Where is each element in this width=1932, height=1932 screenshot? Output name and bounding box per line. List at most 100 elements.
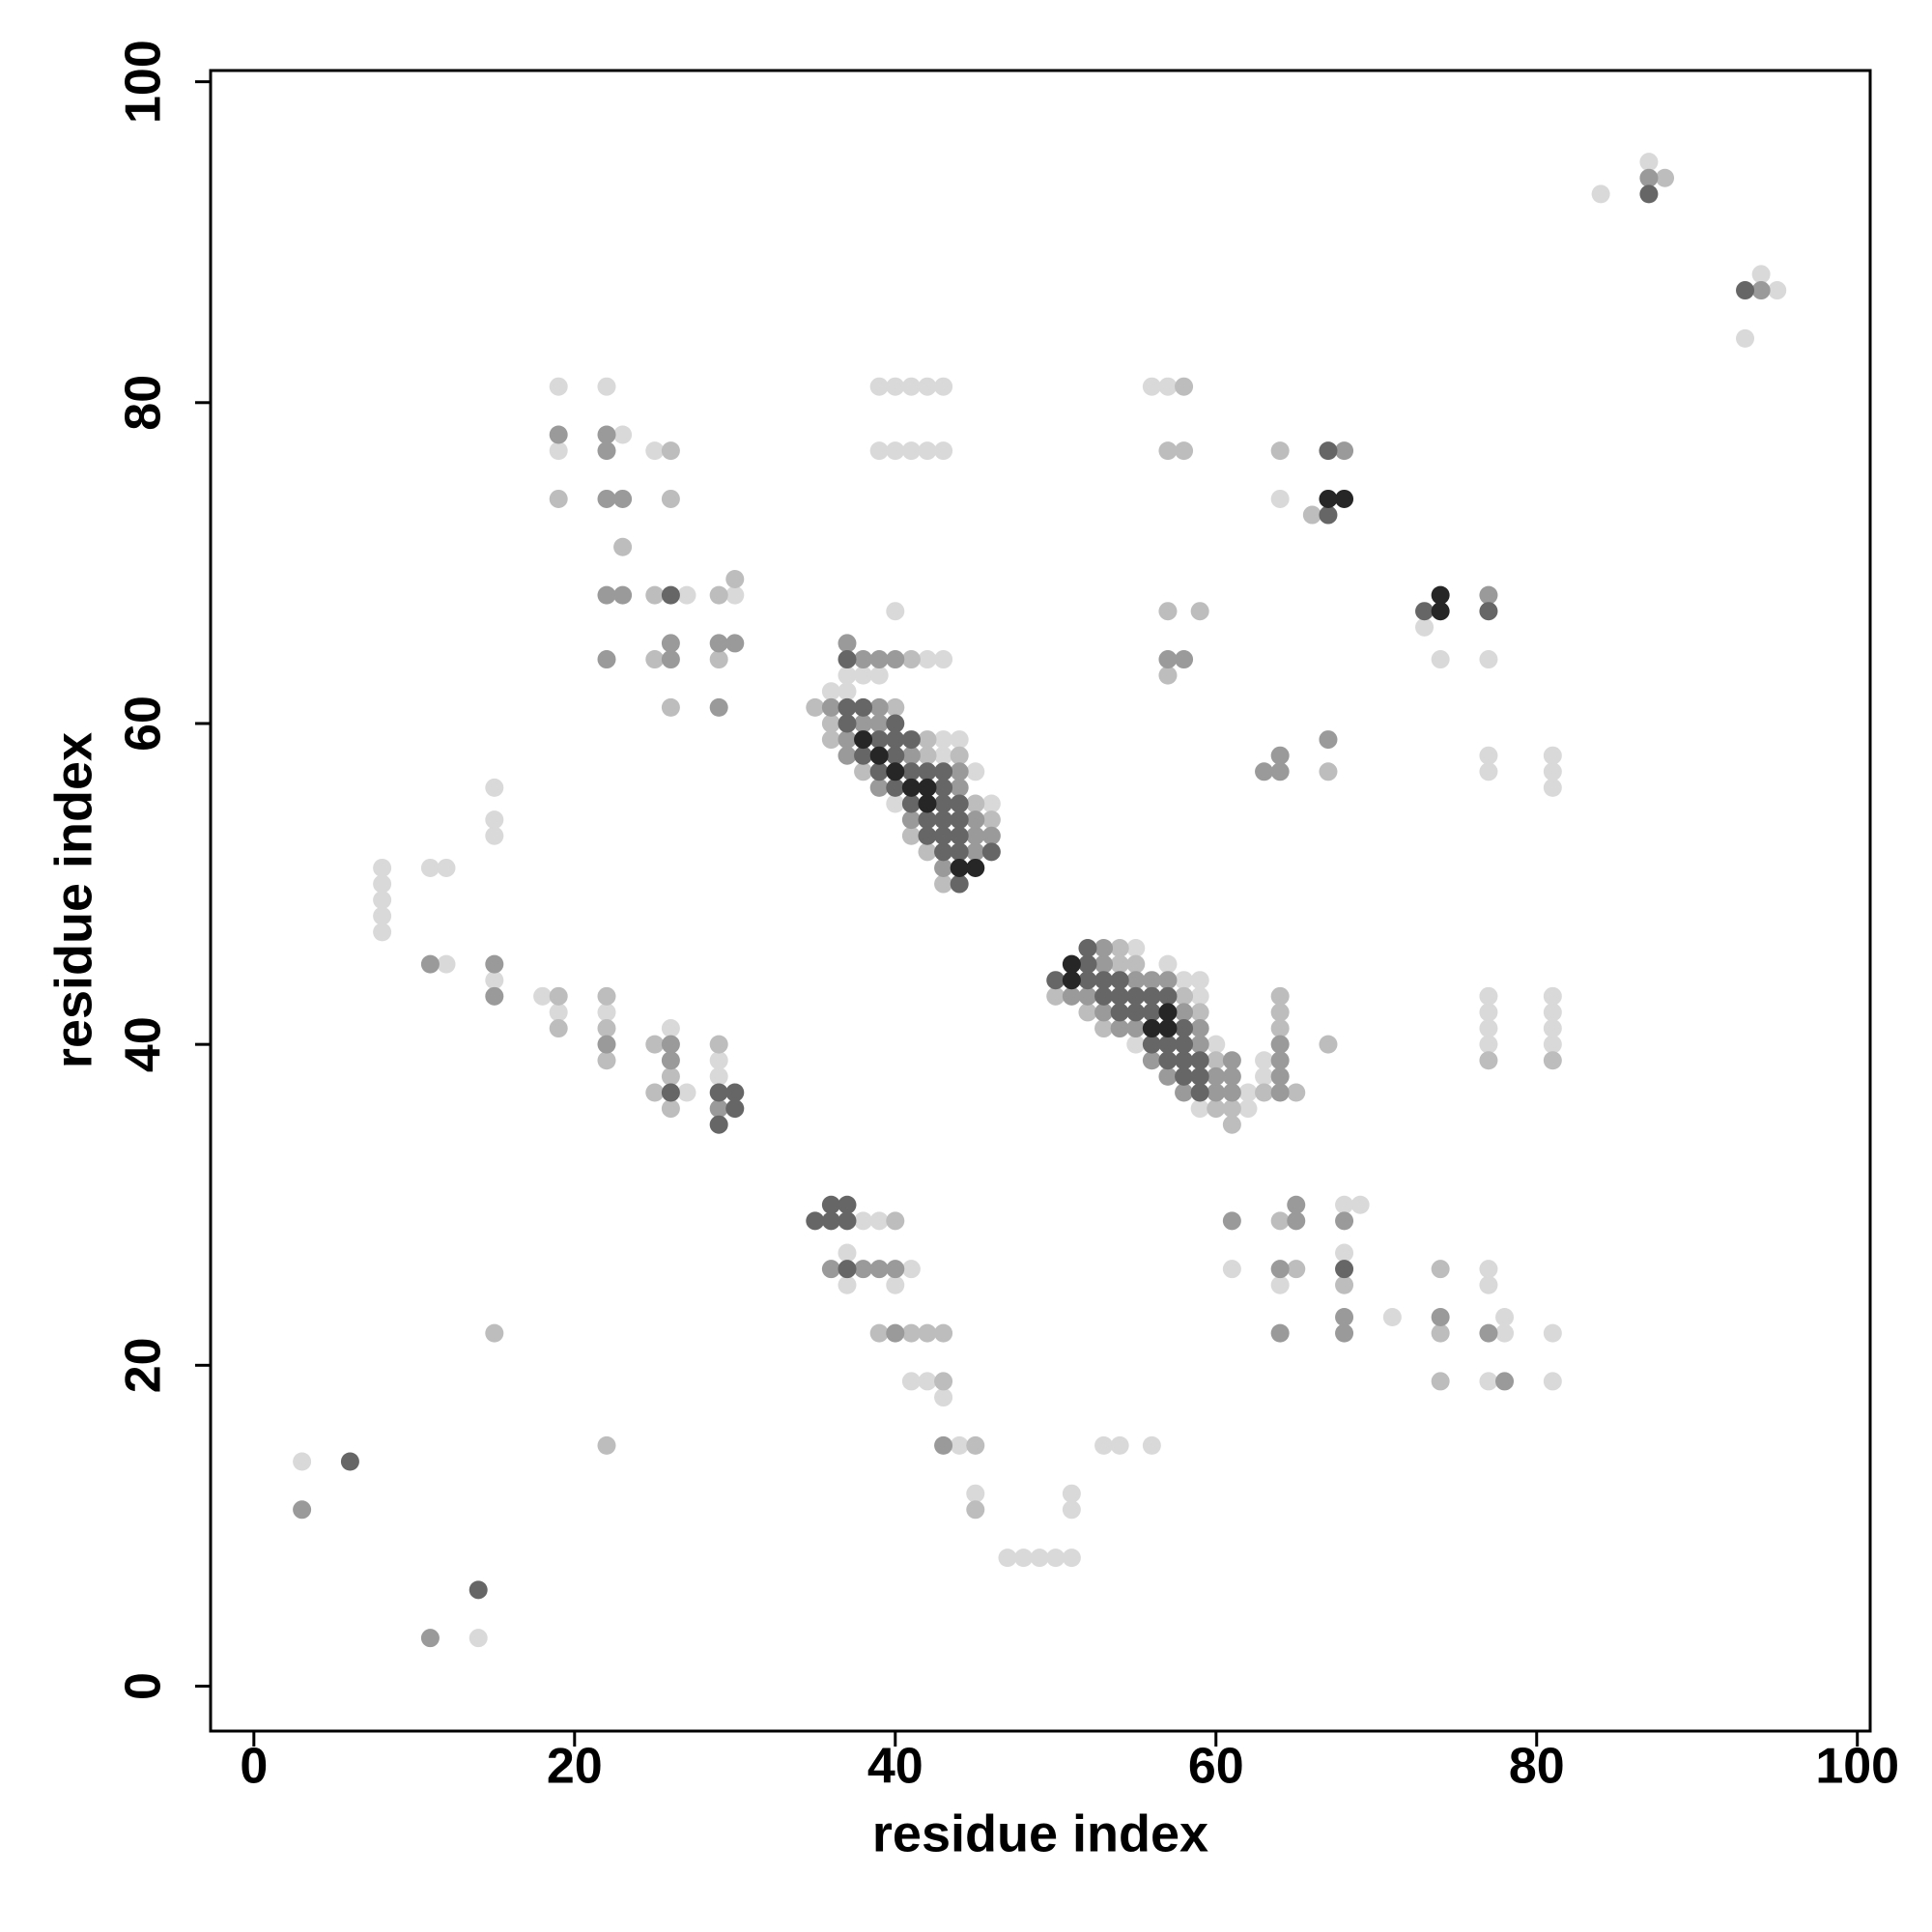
contact-point — [1158, 1066, 1178, 1086]
contact-point — [293, 1452, 312, 1471]
contact-point — [485, 810, 504, 830]
contact-point — [1158, 954, 1178, 974]
contact-point — [661, 1066, 680, 1086]
contact-point — [709, 1035, 728, 1054]
contact-point — [709, 697, 728, 717]
contact-point — [1190, 1066, 1209, 1086]
contact-point — [1287, 1211, 1306, 1231]
contact-point — [613, 425, 633, 444]
contact-point — [838, 697, 857, 717]
contact-point — [1431, 1260, 1450, 1279]
contact-point — [1479, 1051, 1498, 1070]
contact-point — [1431, 650, 1450, 669]
contact-point — [934, 1388, 953, 1407]
contact-point — [918, 842, 937, 862]
contact-point — [420, 954, 440, 974]
contact-point — [918, 746, 937, 765]
contact-point — [838, 634, 857, 653]
contact-point — [981, 842, 1001, 862]
contact-point — [1270, 762, 1290, 781]
contact-point — [1479, 585, 1498, 605]
contact-point — [869, 377, 889, 396]
contact-point — [966, 1435, 985, 1455]
contact-point — [1190, 971, 1209, 990]
contact-point — [725, 1099, 745, 1119]
contact-point — [661, 1083, 680, 1102]
contact-point — [1190, 1035, 1209, 1054]
contact-point — [645, 441, 665, 461]
contact-point — [869, 778, 889, 797]
contact-point — [1207, 1051, 1226, 1070]
contact-point — [373, 874, 392, 894]
contact-point — [901, 746, 921, 765]
contact-point — [886, 650, 905, 669]
contact-point — [1639, 185, 1659, 204]
contact-point — [886, 762, 905, 781]
contact-point — [1142, 1035, 1161, 1054]
contact-point — [1126, 971, 1146, 990]
contact-point — [1319, 762, 1338, 781]
contact-point — [373, 858, 392, 877]
contact-point — [1158, 1019, 1178, 1038]
contact-point — [934, 730, 953, 750]
contact-point — [709, 634, 728, 653]
contact-point — [1142, 971, 1161, 990]
contact-point — [1126, 986, 1146, 1006]
contact-point — [1158, 666, 1178, 685]
contact-point — [1126, 954, 1146, 974]
contact-point — [918, 377, 937, 396]
contact-point — [613, 537, 633, 556]
contact-point — [1094, 986, 1114, 1006]
contact-point — [1415, 602, 1435, 621]
contact-point — [918, 650, 937, 669]
contact-point — [1238, 1099, 1258, 1119]
contact-point — [934, 441, 953, 461]
contact-point — [1175, 986, 1194, 1006]
contact-point — [934, 858, 953, 877]
contact-point — [597, 489, 616, 508]
contact-point — [1158, 1051, 1178, 1070]
contact-point — [1222, 1115, 1241, 1134]
contact-point — [981, 794, 1001, 813]
contact-point — [934, 826, 953, 845]
contact-point — [373, 906, 392, 925]
contact-point — [901, 1323, 921, 1343]
contact-point — [485, 986, 504, 1006]
contact-point — [645, 1083, 665, 1102]
contact-point — [1479, 602, 1498, 621]
contact-point — [725, 585, 745, 605]
contact-point — [838, 650, 857, 669]
contact-point — [1270, 746, 1290, 765]
contact-point — [1207, 1066, 1226, 1086]
contact-point — [886, 1211, 905, 1231]
contact-point — [1078, 1003, 1097, 1022]
contact-point — [1479, 650, 1498, 669]
contact-point — [1175, 650, 1194, 669]
contact-point — [854, 714, 873, 733]
contact-point — [645, 585, 665, 605]
contact-point — [869, 666, 889, 685]
contact-point — [1222, 1083, 1241, 1102]
contact-point — [806, 1211, 825, 1231]
contact-point — [1479, 986, 1498, 1006]
contact-point — [1175, 1066, 1194, 1086]
contact-point — [950, 730, 969, 750]
contact-point — [1142, 1003, 1161, 1022]
contact-point — [1431, 1307, 1450, 1326]
contact-point — [1543, 1323, 1562, 1343]
contact-point — [661, 1019, 680, 1038]
contact-point — [901, 762, 921, 781]
contact-point — [838, 666, 857, 685]
x-tick-label: 0 — [240, 1739, 268, 1795]
contact-point — [1078, 938, 1097, 957]
contact-point — [1335, 1323, 1354, 1343]
contact-point — [1270, 1066, 1290, 1086]
contact-point — [1479, 1260, 1498, 1279]
contact-point — [901, 778, 921, 797]
contact-point — [901, 1372, 921, 1391]
contact-point — [966, 858, 985, 877]
contact-point — [869, 441, 889, 461]
contact-point — [1078, 954, 1097, 974]
contact-point — [918, 778, 937, 797]
contact-point — [1046, 971, 1065, 990]
